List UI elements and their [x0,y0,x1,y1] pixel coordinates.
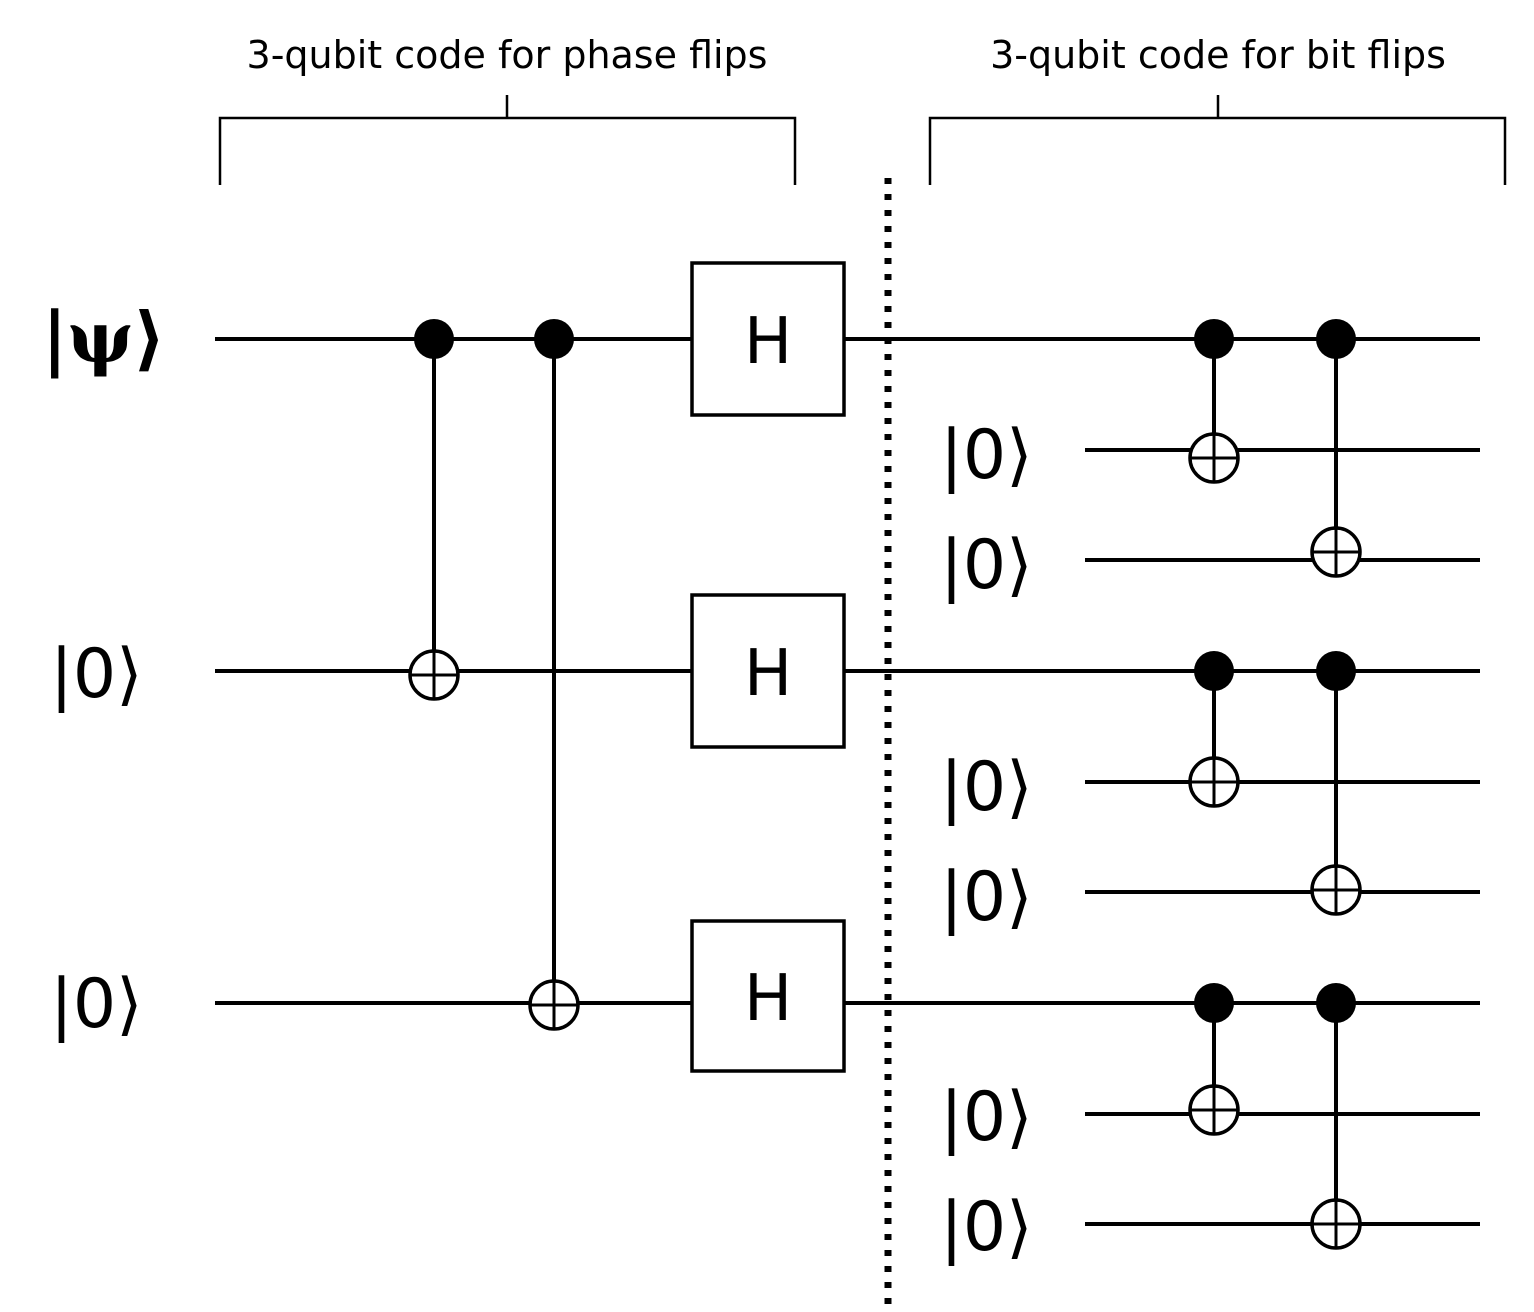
zero-ancilla-label: |0⟩ [940,1078,1033,1157]
cnot-target [1188,756,1240,808]
svg-text:H: H [744,962,792,1036]
hadamard-gate: H [690,261,846,417]
zero-input-label-2: |0⟩ [50,965,143,1044]
zero-ancilla-label: |0⟩ [940,748,1033,827]
zero-ancilla-label: |0⟩ [940,526,1033,605]
control-dot [1194,651,1234,691]
cnot-target [1310,864,1362,916]
control-dot [414,319,454,359]
control-dot [1316,651,1356,691]
cnot-target [1310,526,1362,578]
zero-ancilla-label: |0⟩ [940,1188,1033,1267]
control-dot [1194,319,1234,359]
cnot-target [1310,1198,1362,1250]
svg-text:H: H [744,637,792,711]
psi-input-label: |ψ⟩ [42,296,165,379]
hadamard-gate: H [690,593,846,749]
control-dot [1194,983,1234,1023]
cnot-target [1188,432,1240,484]
svg-text:H: H [744,305,792,379]
bit-flip-bracket [928,95,1507,185]
cnot-target [1188,1084,1240,1136]
phase-flip-section-label: 3-qubit code for phase flips [247,33,768,77]
phase-flip-bracket [218,95,797,185]
hadamard-gate: H [690,919,846,1073]
bit-flip-section-label: 3-qubit code for bit flips [990,33,1446,77]
zero-input-label-1: |0⟩ [50,635,143,714]
zero-ancilla-label: |0⟩ [940,416,1033,495]
control-dot [1316,983,1356,1023]
control-dot [1316,319,1356,359]
control-dot [534,319,574,359]
cnot-target [528,979,580,1031]
cnot-target [408,649,460,701]
zero-ancilla-label: |0⟩ [940,858,1033,937]
